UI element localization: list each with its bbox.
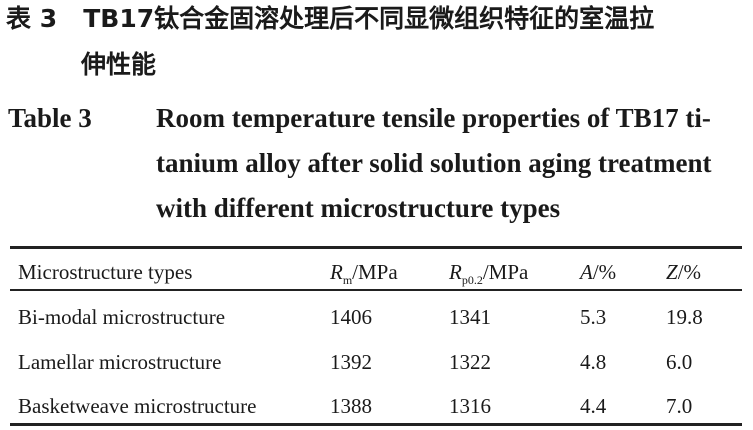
cell-a: 4.4 [580,394,607,418]
table-top-rule [10,246,742,249]
cell-rp02: 1322 [449,350,491,374]
cell-a: 4.8 [580,350,607,374]
header-microstructure: Microstructure types [18,260,193,284]
header-z: Z/% [666,260,702,284]
cell-rm: 1406 [330,305,372,329]
caption-en-line2: tanium alloy after solid solution aging … [156,148,712,178]
cell-rm: 1388 [330,394,372,418]
table-header-rule [10,289,742,291]
cell-type: Basketweave microstructure [18,394,257,418]
header-rm: Rm/MPa [330,260,398,287]
caption-cn-line2: 伸性能 [81,50,157,79]
caption-cn-line1: 表 3 TB17钛合金固溶处理后不同显微组织特征的室温拉 [6,4,654,34]
cell-rp02: 1316 [449,394,491,418]
header-rp02: Rp0.2/MPa [449,260,529,287]
cell-type: Bi-modal microstructure [18,305,226,329]
cell-z: 7.0 [666,394,693,418]
caption-cn-label: 表 3 [6,4,58,33]
cell-rm: 1392 [330,350,372,374]
caption-cn-title: TB17钛合金固溶处理后不同显微组织特征的室温拉 [83,4,655,33]
cell-a: 5.3 [580,305,607,329]
cell-rp02: 1341 [449,305,491,329]
caption-en-line3: with different microstructure types [156,193,561,223]
cell-z: 6.0 [666,350,693,374]
header-a: A/% [580,260,617,284]
cell-type: Lamellar microstructure [18,350,222,374]
table-bottom-rule [10,423,742,426]
caption-en-label: Table 3 [8,103,92,133]
caption-en-line1: Room temperature tensile properties of T… [156,103,711,133]
cell-z: 19.8 [666,305,703,329]
